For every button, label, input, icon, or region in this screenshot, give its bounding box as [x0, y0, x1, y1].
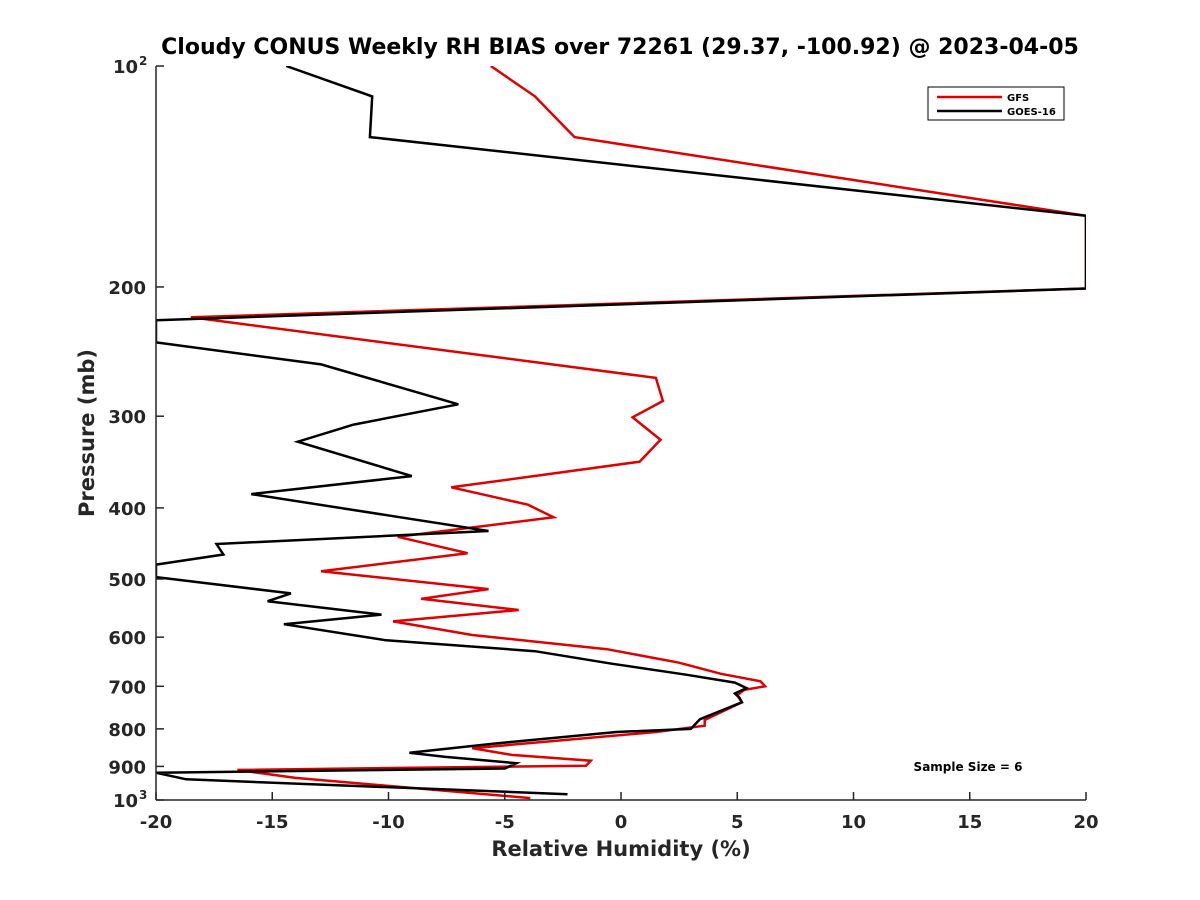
- y-tick-label: 10: [113, 57, 138, 78]
- x-axis-label: Relative Humidity (%): [491, 837, 750, 861]
- y-tick-exponent: 3: [139, 788, 147, 802]
- series-line-gfs: [190, 66, 1086, 800]
- legend: GFS GOES-16: [927, 86, 1065, 121]
- x-tick-label: 0: [615, 812, 628, 833]
- plot-area: [155, 66, 1086, 801]
- y-tick-label: 600: [108, 628, 146, 649]
- y-tick-label: 300: [108, 407, 146, 428]
- y-tick-label: 400: [108, 499, 146, 520]
- legend-label-gfs: GFS: [1007, 93, 1029, 104]
- x-tick-label: -5: [495, 812, 515, 833]
- legend-label-goes16: GOES-16: [1007, 107, 1056, 118]
- y-tick-label: 200: [108, 278, 146, 299]
- y-tick-label: 10: [113, 791, 138, 812]
- x-tick-label: -15: [256, 812, 289, 833]
- y-tick-label: 500: [108, 570, 146, 591]
- chart-title: Cloudy CONUS Weekly RH BIAS over 72261 (…: [161, 35, 1079, 60]
- x-tick-label: 5: [731, 812, 744, 833]
- x-tick-label: 10: [841, 812, 866, 833]
- y-tick-label: 800: [108, 720, 146, 741]
- legend-box: [927, 86, 1065, 121]
- y-axis-label: Pressure (mb): [75, 349, 99, 517]
- sample-size-annotation: Sample Size = 6: [914, 760, 1023, 774]
- x-tick-label: -20: [140, 812, 173, 833]
- x-tick-label: -10: [372, 812, 405, 833]
- x-axis-ticks: -20 -15 -10 -5 0 5 10 15 20: [140, 792, 1099, 833]
- x-tick-label: 15: [957, 812, 982, 833]
- series-layer: [156, 66, 1086, 800]
- series-line-goes16: [156, 66, 1086, 796]
- y-tick-label: 900: [108, 757, 146, 778]
- y-tick-exponent: 2: [139, 54, 147, 68]
- x-tick-label: 20: [1073, 812, 1098, 833]
- plot-background: [156, 66, 1086, 800]
- y-tick-label: 700: [108, 677, 146, 698]
